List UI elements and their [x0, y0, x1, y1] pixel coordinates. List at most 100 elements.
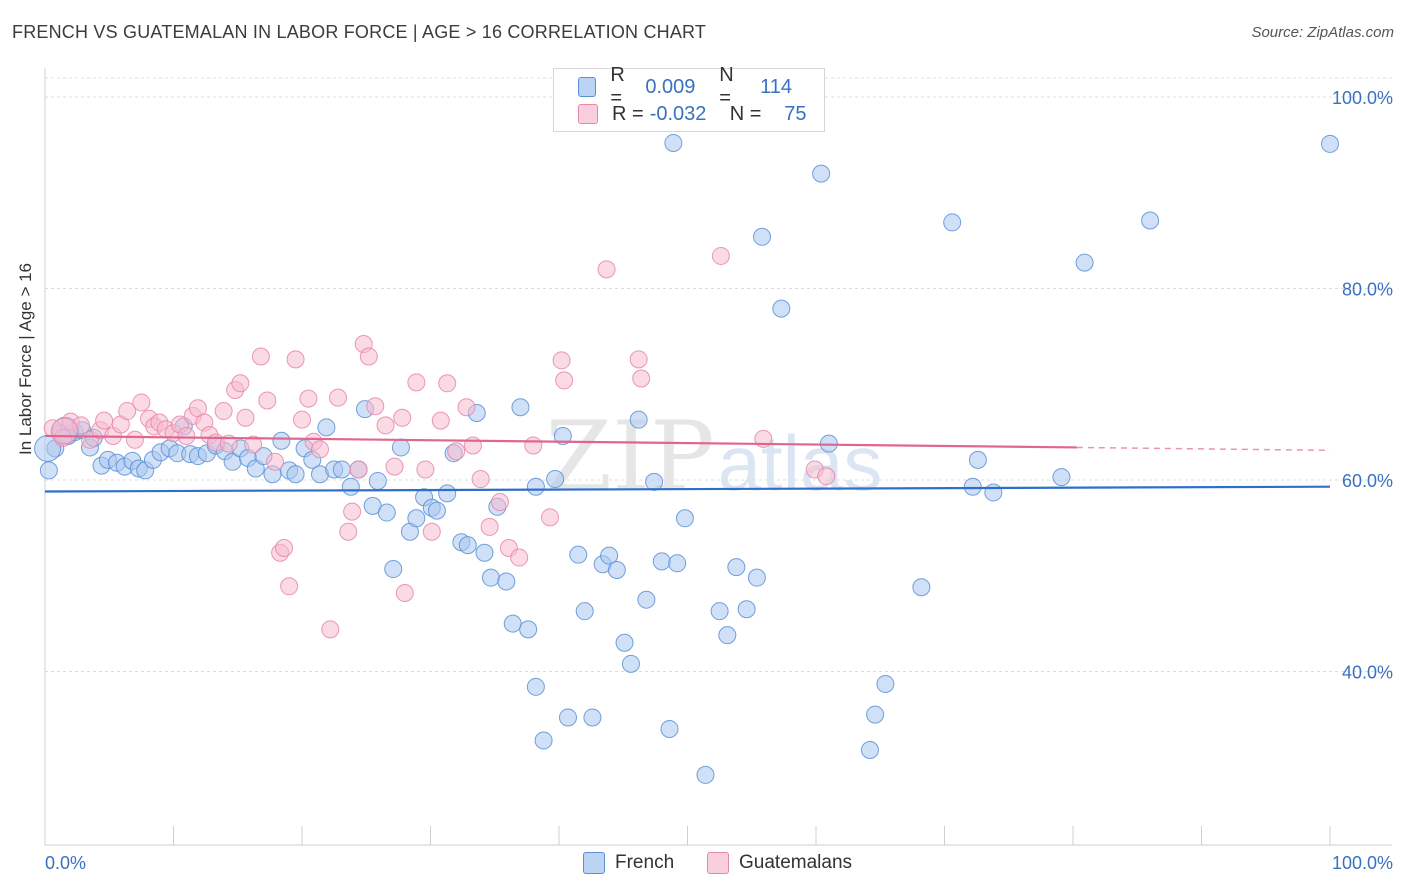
- french-point: [526, 677, 545, 696]
- series-legend: French Guatemalans: [0, 852, 1406, 876]
- legend-row-french: R = 0.009 N = 114: [578, 64, 824, 109]
- y-axis-label: In Labor Force | Age > 16: [16, 262, 35, 455]
- guatemalans-point: [214, 402, 233, 421]
- french-point: [569, 545, 588, 564]
- guatemalans-point: [431, 411, 450, 430]
- french-point: [503, 614, 522, 633]
- guatemalans-point: [510, 548, 529, 567]
- guatemalans-point: [236, 408, 255, 427]
- french-point: [317, 418, 336, 437]
- source-label: Source: ZipAtlas.com: [1251, 24, 1394, 41]
- guatemalans-point: [118, 402, 137, 421]
- grid-layer: [45, 77, 1392, 672]
- french-point: [1075, 253, 1094, 272]
- r-value-french: 0.009: [645, 75, 696, 98]
- y-tick-label: 40.0%: [1342, 663, 1393, 683]
- r-value-guatemalans: -0.032: [649, 102, 707, 125]
- french-point: [497, 572, 516, 591]
- guatemalans-point: [258, 391, 277, 410]
- french-point: [737, 600, 756, 619]
- french-point: [526, 477, 545, 496]
- watermark-atlas: atlas: [718, 419, 883, 507]
- trend-layer: [44, 434, 1331, 493]
- french-point: [1141, 211, 1160, 230]
- french-point: [718, 626, 737, 645]
- guatemalans-point: [95, 411, 114, 430]
- n-label: N =: [729, 102, 762, 125]
- french-point: [607, 561, 626, 580]
- legend-item-french[interactable]: French: [583, 852, 674, 874]
- guatemalans-point: [359, 347, 378, 366]
- french-point: [384, 560, 403, 579]
- french-point: [558, 708, 577, 727]
- french-point: [637, 590, 656, 609]
- guatemalans-point-large: [50, 417, 78, 445]
- guatemalans-point: [293, 410, 311, 429]
- french-point: [710, 602, 729, 621]
- guatemalans-point: [471, 470, 490, 489]
- guatemalans-point: [552, 351, 571, 370]
- guatemalans-point: [416, 460, 435, 479]
- guatemalans-point: [711, 246, 730, 265]
- guatemalans-point: [629, 350, 648, 369]
- guatemalans-trend-line-extension: [1076, 446, 1331, 452]
- french-point: [876, 674, 895, 693]
- guatemalans-point: [480, 517, 499, 536]
- legend-label-guatemalans: Guatemalans: [739, 852, 853, 873]
- watermark: ZIP atlas: [545, 401, 882, 513]
- french-point: [575, 602, 594, 621]
- french-point: [727, 558, 746, 577]
- correlation-legend: R = 0.009 N = 114 R = -0.032 N = 75: [553, 64, 825, 132]
- french-point: [860, 741, 879, 760]
- guatemalans-point: [541, 508, 560, 527]
- french-point: [668, 554, 687, 573]
- n-value-guatemalans: 75: [784, 102, 807, 125]
- x-tick-label-end: 100.0%: [1332, 853, 1393, 873]
- french-point: [968, 450, 987, 469]
- tick-label-layer: 40.0% 60.0% 80.0% 100.0% 0.0% 100.0%: [45, 88, 1393, 873]
- guatemalans-point: [280, 577, 299, 596]
- french-point: [546, 470, 565, 489]
- french-point: [272, 431, 291, 450]
- french-point: [407, 509, 426, 528]
- y-tick-label: 100.0%: [1332, 88, 1393, 108]
- guatemalans-point: [177, 426, 196, 445]
- guatemalans-point: [125, 430, 144, 449]
- french-point: [1321, 134, 1339, 153]
- guatemalans-point: [244, 435, 263, 454]
- guatemalans-point: [376, 416, 395, 435]
- french-point: [391, 438, 410, 457]
- guatemalans-point: [438, 374, 457, 393]
- french-legend-swatch: [583, 852, 605, 874]
- french-point: [438, 484, 457, 503]
- french-point: [341, 477, 360, 496]
- guatemalans-point: [407, 373, 426, 392]
- french-point: [645, 472, 664, 491]
- guatemalans-point: [321, 620, 340, 639]
- guatemalans-point: [555, 371, 574, 390]
- french-point: [629, 410, 648, 429]
- french-point: [332, 460, 351, 479]
- french-point: [458, 536, 477, 555]
- french-point: [652, 552, 671, 571]
- french-trend-line: [44, 485, 1331, 493]
- guatemalans-point: [366, 397, 385, 416]
- guatemalans-point: [132, 393, 151, 412]
- french-point: [368, 471, 387, 490]
- french-point: [481, 568, 500, 587]
- guatemalans-point: [422, 522, 441, 541]
- french-point: [553, 426, 572, 445]
- guatemalans-point: [343, 502, 362, 521]
- guatemalans-point: [251, 347, 270, 366]
- guatemalans-point: [447, 442, 466, 461]
- french-point: [583, 708, 602, 727]
- guatemalans-point: [219, 434, 238, 453]
- y-tick-label: 60.0%: [1342, 471, 1393, 491]
- french-point: [511, 398, 530, 417]
- french-point: [664, 133, 683, 152]
- guatemalans-point: [597, 260, 616, 279]
- french-point: [427, 501, 446, 520]
- french-point: [519, 620, 538, 639]
- legend-item-guatemalans[interactable]: Guatemalans: [707, 852, 852, 874]
- guatemalans-point: [395, 583, 414, 602]
